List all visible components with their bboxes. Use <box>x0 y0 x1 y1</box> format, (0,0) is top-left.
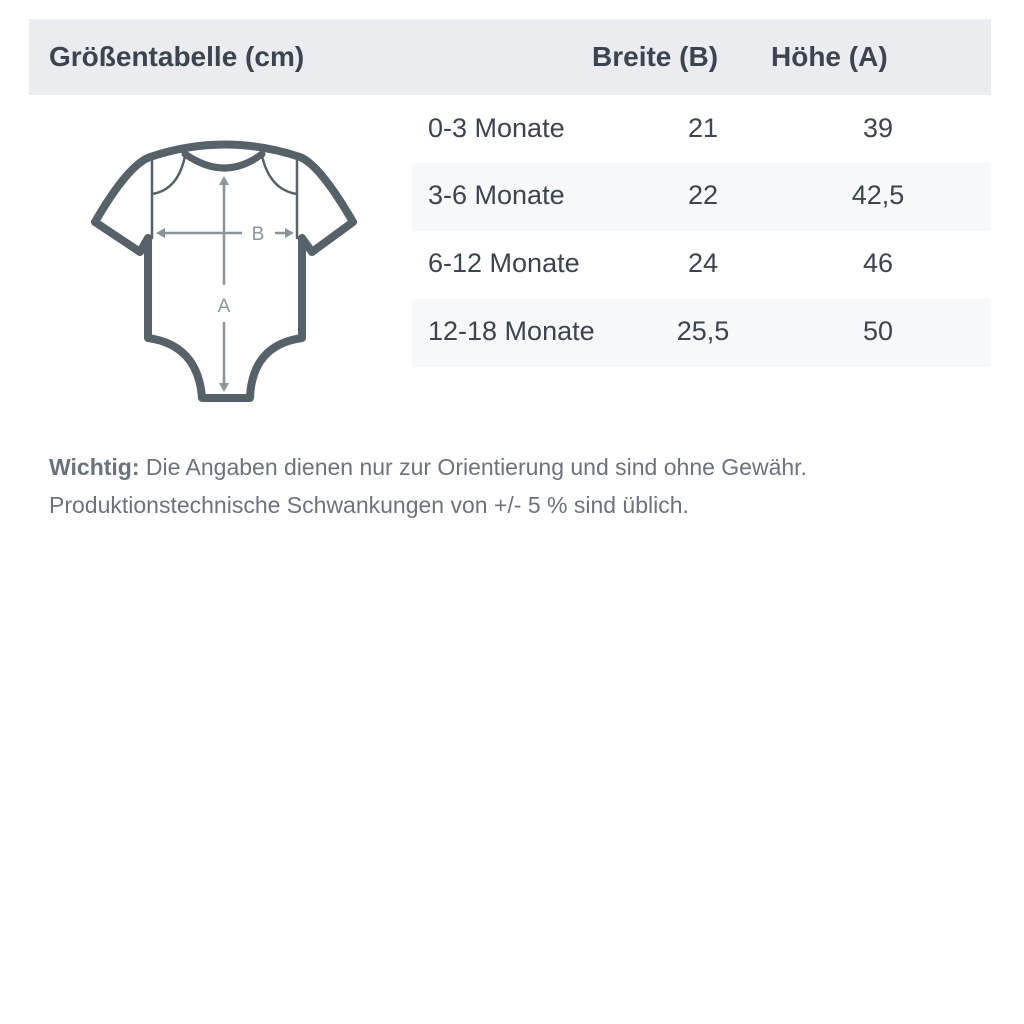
height-cell: 39 <box>862 113 894 143</box>
note-line-1: Die Angaben dienen nur zur Orientierung … <box>139 454 807 480</box>
height-cell: 42,5 <box>851 180 905 210</box>
onesie-neckline <box>181 150 266 172</box>
size-cell: 3-6 Monate <box>428 180 565 210</box>
width-cell: 22 <box>687 180 719 210</box>
table-header: Größentabelle (cm) Breite (B) Höhe (A) <box>29 19 991 95</box>
note-label: Wichtig: <box>49 454 140 480</box>
width-cell: 25,5 <box>676 316 730 346</box>
table-title: Größentabelle (cm) <box>49 41 305 72</box>
disclaimer-note: Wichtig: Die Angaben dienen nur zur Orie… <box>49 448 999 524</box>
size-cell: 12-18 Monate <box>428 316 595 346</box>
label-b: B <box>252 224 265 245</box>
table-row: 0-3 Monate 21 39 <box>412 96 991 164</box>
column-header-width: Breite (B) <box>592 41 719 72</box>
width-cell: 24 <box>687 248 719 278</box>
note-line-2: Produktionstechnische Schwankungen von +… <box>49 492 689 518</box>
column-header-height: Höhe (A) <box>771 41 888 72</box>
size-cell: 6-12 Monate <box>428 248 580 278</box>
width-cell: 21 <box>687 113 719 143</box>
height-cell: 46 <box>862 248 894 278</box>
table-row: 12-18 Monate 25,5 50 <box>412 299 991 367</box>
height-cell: 50 <box>862 316 894 346</box>
table-row: 6-12 Monate 24 46 <box>412 231 991 299</box>
size-cell: 0-3 Monate <box>428 113 565 143</box>
label-a: A <box>218 296 231 317</box>
onesie-outline <box>91 140 357 402</box>
onesie-diagram-icon: B A <box>91 140 357 402</box>
table-row: 3-6 Monate 22 42,5 <box>412 163 991 231</box>
